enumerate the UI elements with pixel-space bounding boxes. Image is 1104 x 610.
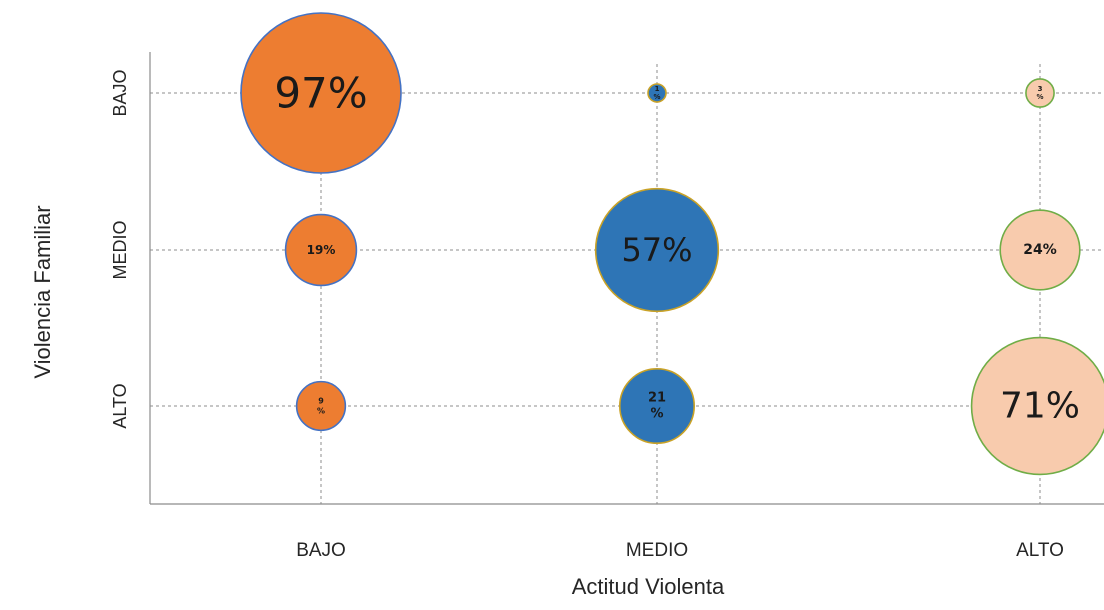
bubble-point bbox=[1025, 78, 1055, 108]
bubble-group: 1% bbox=[647, 83, 667, 103]
x-tick-label-alto: ALTO bbox=[1016, 540, 1064, 561]
bubble-point bbox=[295, 380, 347, 432]
bubble-point bbox=[594, 187, 720, 313]
bubble-point bbox=[647, 83, 667, 103]
bubbles: 97% 19% 9 % 1 % 57% 21 % 3 % 24% 71% bbox=[240, 12, 1104, 476]
bubble-group: 9% bbox=[295, 380, 347, 432]
bubble-data-label: 3% bbox=[1036, 85, 1043, 101]
bubble-point bbox=[970, 336, 1104, 476]
x-tick-label-medio: MEDIO bbox=[626, 540, 688, 561]
bubble-group: 3% bbox=[1025, 78, 1055, 108]
bubble-point bbox=[999, 209, 1081, 291]
y-tick-labels: BAJO MEDIO ALTO bbox=[110, 69, 130, 428]
bubble-group: 97% bbox=[240, 12, 402, 174]
y-tick-label-bajo: BAJO bbox=[110, 69, 130, 116]
bubble-point bbox=[618, 367, 696, 445]
bubble-group: 19% bbox=[284, 213, 358, 287]
y-axis-title: Violencia Familiar bbox=[30, 205, 55, 378]
bubble-data-label: 71% bbox=[1000, 386, 1080, 427]
y-tick-label-alto: ALTO bbox=[110, 383, 130, 428]
x-tick-labels: BAJO MEDIO ALTO bbox=[296, 540, 1064, 561]
bubble-data-label: 21% bbox=[648, 391, 666, 422]
bubble-data-label: 9% bbox=[317, 397, 325, 416]
x-axis-title: Actitud Violenta bbox=[572, 574, 725, 599]
bubble-group: 21% bbox=[618, 367, 696, 445]
bubble-data-label: 57% bbox=[621, 231, 692, 269]
bubble-group: 57% bbox=[594, 187, 720, 313]
y-tick-label-medio: MEDIO bbox=[110, 220, 130, 279]
bubble-point bbox=[284, 213, 358, 287]
x-tick-label-bajo: BAJO bbox=[296, 540, 346, 561]
bubble-data-label: 19% bbox=[307, 243, 336, 257]
bubble-data-label: 1% bbox=[653, 85, 660, 101]
bubble-group: 71% bbox=[970, 336, 1104, 476]
bubble-data-label: 97% bbox=[274, 69, 367, 118]
bubble-point bbox=[240, 12, 402, 174]
bubble-data-label: 24% bbox=[1023, 242, 1057, 258]
bubble-group: 24% bbox=[999, 209, 1081, 291]
